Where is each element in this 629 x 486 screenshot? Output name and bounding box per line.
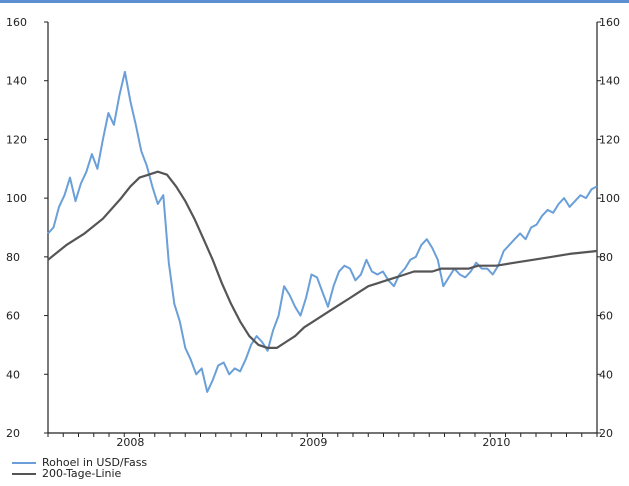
series-line-crude-oil: [47, 70, 598, 393]
y-tick-label-left: 120: [6, 133, 27, 146]
y-tick-label-right: 140: [599, 75, 620, 88]
y-tick-label-right: 80: [599, 251, 613, 264]
y-tick-label-left: 40: [6, 368, 20, 381]
legend-swatch-ma200: [12, 472, 36, 475]
legend-item-ma200: 200-Tage-Linie: [12, 468, 147, 479]
x-tick-label: 2008: [116, 436, 144, 449]
y-tick-label-left: 80: [6, 251, 20, 264]
y-tick-label-right: 40: [599, 368, 613, 381]
y-tick-label-left: 100: [6, 192, 27, 205]
y-tick-label-left: 140: [6, 75, 27, 88]
y-tick-label-right: 60: [599, 310, 613, 323]
y-tick-label-right: 120: [599, 133, 620, 146]
y-tick-label-right: 160: [599, 16, 620, 29]
legend-item-crude: Rohoel in USD/Fass: [12, 457, 147, 468]
series-line-200-day-average: [47, 170, 598, 349]
y-tick-label-left: 60: [6, 310, 20, 323]
y-tick-label-right: 20: [599, 427, 613, 440]
legend-swatch-crude: [12, 461, 36, 464]
x-tick-label: 2010: [482, 436, 510, 449]
legend-label-crude: Rohoel in USD/Fass: [42, 455, 148, 469]
legend: Rohoel in USD/Fass 200-Tage-Linie: [12, 457, 147, 479]
y-tick-label-left: 160: [6, 16, 27, 29]
y-tick-label-right: 100: [599, 192, 620, 205]
legend-label-ma200: 200-Tage-Linie: [42, 466, 122, 480]
y-tick-label-left: 20: [6, 427, 20, 440]
x-tick-label: 2009: [299, 436, 327, 449]
top-border: [0, 0, 629, 3]
